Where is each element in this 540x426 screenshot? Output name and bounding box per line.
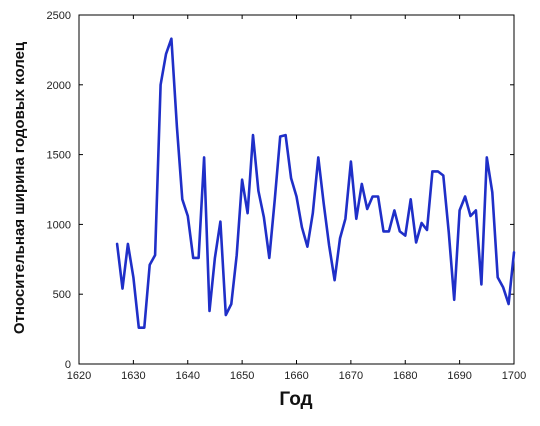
x-tick-label: 1650 [230,370,254,382]
y-tick-label: 500 [53,289,71,301]
y-axis-label: Относительная ширина годовых колец [11,41,28,334]
y-axis-ticks: 0 500 1000 1500 2000 2500 [47,10,514,371]
series-layer [115,37,516,330]
x-tick-label: 1670 [339,370,363,382]
x-tick-label: 1690 [447,370,471,382]
x-tick-label: 1620 [67,370,91,382]
y-tick-label: 2000 [47,80,71,92]
x-tick-label: 1700 [502,370,526,382]
plot-frame [78,14,515,365]
x-tick-label: 1630 [121,370,145,382]
x-tick-label: 1660 [284,370,308,382]
series-line [115,37,516,330]
plot-area-frame [78,14,515,365]
y-tick-label: 1000 [47,219,71,231]
y-tick-label: 0 [65,359,71,371]
x-tick-label: 1680 [393,370,417,382]
x-tick-label: 1640 [176,370,200,382]
y-tick-label: 1500 [47,150,71,162]
x-axis-ticks: 1620 1630 1640 1650 1660 1670 1680 1690 1700 [67,15,526,382]
y-tick-label: 2500 [47,10,71,22]
x-axis-label: Год [279,389,312,410]
